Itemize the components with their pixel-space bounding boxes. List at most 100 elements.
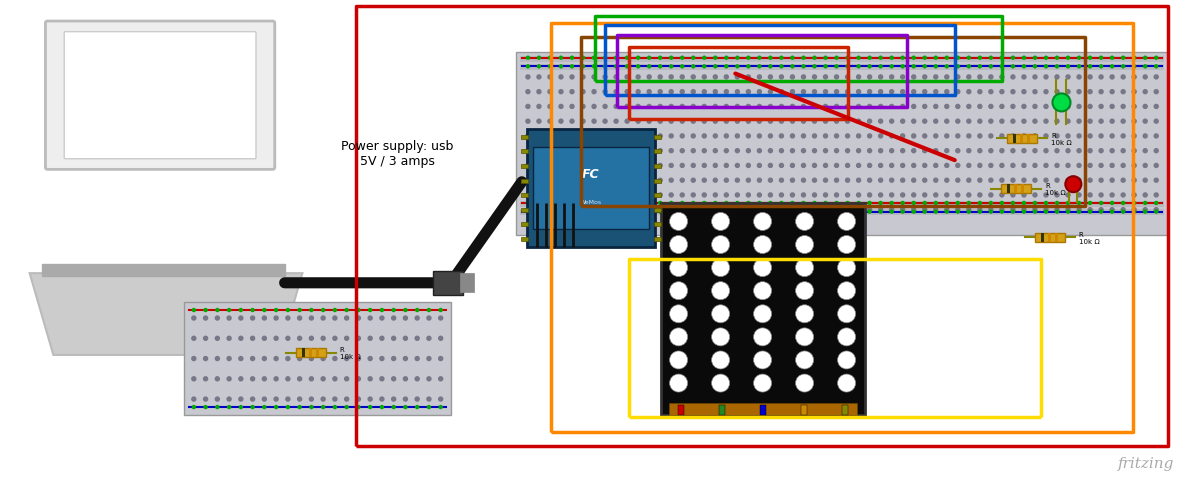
Circle shape bbox=[725, 105, 728, 109]
Text: fritzing: fritzing bbox=[1117, 456, 1174, 470]
Circle shape bbox=[670, 57, 672, 60]
Circle shape bbox=[824, 57, 827, 60]
Circle shape bbox=[192, 316, 196, 320]
Circle shape bbox=[525, 90, 530, 95]
Circle shape bbox=[923, 135, 926, 139]
Circle shape bbox=[227, 397, 231, 401]
Circle shape bbox=[1099, 211, 1103, 214]
Circle shape bbox=[935, 202, 937, 205]
Circle shape bbox=[439, 336, 442, 341]
Circle shape bbox=[956, 120, 959, 124]
Circle shape bbox=[900, 179, 905, 183]
Circle shape bbox=[846, 211, 849, 214]
Circle shape bbox=[900, 135, 905, 139]
Circle shape bbox=[357, 397, 361, 401]
Circle shape bbox=[956, 211, 959, 214]
Circle shape bbox=[912, 179, 916, 183]
Circle shape bbox=[735, 57, 739, 60]
Circle shape bbox=[753, 213, 772, 231]
Circle shape bbox=[735, 208, 739, 212]
Circle shape bbox=[890, 208, 894, 212]
Circle shape bbox=[780, 211, 783, 214]
Circle shape bbox=[1121, 135, 1126, 139]
Circle shape bbox=[404, 406, 407, 408]
Circle shape bbox=[310, 316, 313, 320]
Circle shape bbox=[391, 357, 396, 361]
Circle shape bbox=[1133, 66, 1136, 69]
Circle shape bbox=[559, 135, 563, 139]
Circle shape bbox=[310, 309, 313, 312]
Circle shape bbox=[923, 105, 926, 109]
Circle shape bbox=[868, 193, 872, 198]
Circle shape bbox=[1154, 76, 1159, 80]
Circle shape bbox=[712, 213, 729, 231]
Circle shape bbox=[1022, 76, 1026, 80]
Bar bbox=[519, 57, 1165, 62]
Circle shape bbox=[658, 202, 662, 205]
Circle shape bbox=[391, 397, 396, 401]
Circle shape bbox=[581, 66, 585, 69]
Circle shape bbox=[989, 149, 993, 153]
Circle shape bbox=[758, 193, 761, 198]
Circle shape bbox=[548, 202, 551, 205]
Circle shape bbox=[648, 211, 651, 214]
Circle shape bbox=[1066, 105, 1070, 109]
Circle shape bbox=[1121, 105, 1126, 109]
Circle shape bbox=[725, 211, 728, 214]
Circle shape bbox=[648, 179, 651, 183]
Circle shape bbox=[626, 211, 629, 214]
Circle shape bbox=[1077, 193, 1082, 198]
Circle shape bbox=[901, 57, 904, 60]
Circle shape bbox=[1010, 193, 1015, 198]
Circle shape bbox=[935, 57, 937, 60]
Circle shape bbox=[681, 120, 684, 124]
Circle shape bbox=[345, 309, 349, 312]
Circle shape bbox=[537, 202, 541, 205]
Circle shape bbox=[945, 179, 949, 183]
Circle shape bbox=[779, 76, 784, 80]
Circle shape bbox=[846, 120, 849, 124]
Circle shape bbox=[192, 406, 196, 408]
Bar bbox=[521, 223, 528, 227]
Circle shape bbox=[747, 57, 750, 60]
Circle shape bbox=[298, 377, 301, 381]
Circle shape bbox=[1121, 164, 1126, 168]
Text: FC: FC bbox=[582, 168, 599, 181]
Circle shape bbox=[796, 305, 814, 323]
Circle shape bbox=[812, 149, 816, 153]
Circle shape bbox=[548, 149, 551, 153]
Circle shape bbox=[1010, 76, 1015, 80]
Circle shape bbox=[1121, 90, 1126, 95]
Bar bbox=[801, 405, 806, 415]
Circle shape bbox=[570, 57, 574, 60]
Circle shape bbox=[1122, 211, 1124, 214]
Circle shape bbox=[812, 66, 816, 69]
Circle shape bbox=[713, 76, 718, 80]
Circle shape bbox=[286, 309, 289, 312]
Circle shape bbox=[735, 66, 739, 69]
Circle shape bbox=[977, 164, 982, 168]
Circle shape bbox=[1045, 66, 1047, 69]
FancyBboxPatch shape bbox=[45, 22, 275, 170]
Circle shape bbox=[703, 66, 706, 69]
Circle shape bbox=[923, 208, 926, 212]
Circle shape bbox=[1110, 76, 1114, 80]
Circle shape bbox=[702, 105, 707, 109]
Bar bbox=[521, 135, 528, 140]
Circle shape bbox=[956, 208, 959, 212]
Circle shape bbox=[1122, 57, 1124, 60]
Circle shape bbox=[192, 397, 196, 401]
Circle shape bbox=[681, 202, 684, 205]
Circle shape bbox=[989, 66, 993, 69]
Circle shape bbox=[658, 135, 662, 139]
Circle shape bbox=[846, 179, 849, 183]
Circle shape bbox=[691, 135, 695, 139]
Circle shape bbox=[823, 105, 828, 109]
Circle shape bbox=[1000, 193, 1003, 198]
Circle shape bbox=[835, 76, 839, 80]
Circle shape bbox=[250, 357, 255, 361]
Circle shape bbox=[637, 57, 639, 60]
Circle shape bbox=[1155, 211, 1158, 214]
Circle shape bbox=[923, 179, 926, 183]
Circle shape bbox=[310, 406, 313, 408]
